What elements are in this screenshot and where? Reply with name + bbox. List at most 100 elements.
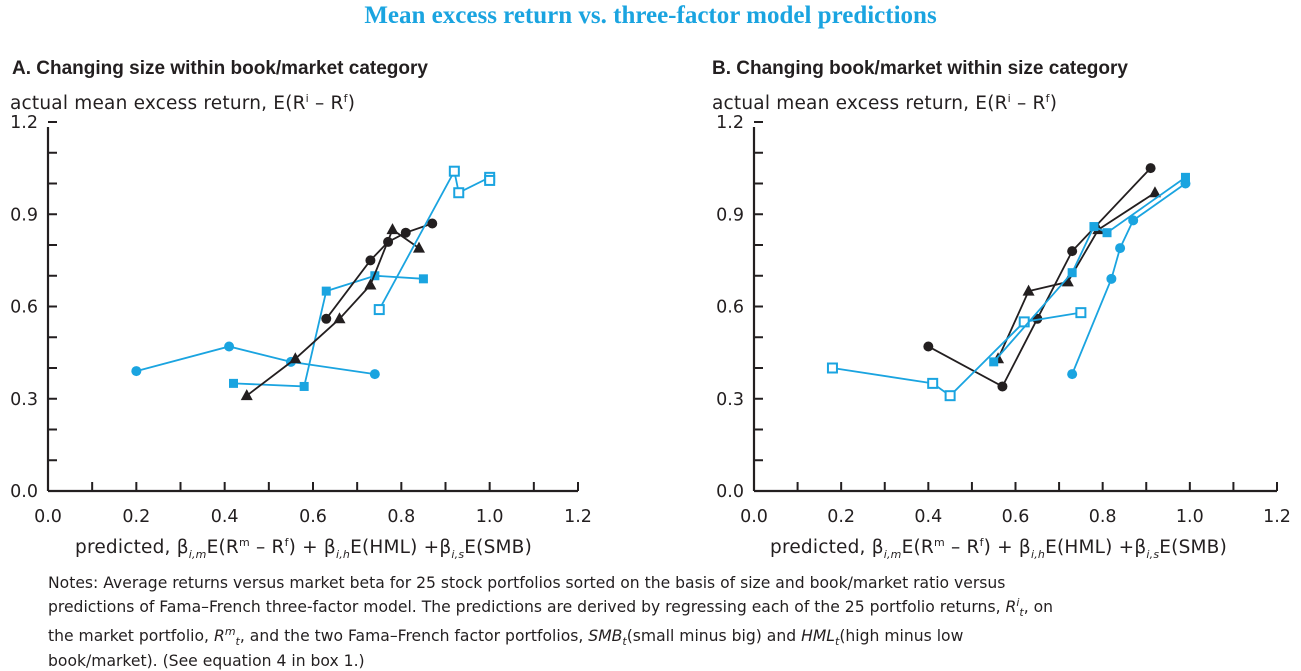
notes-r-i-sub: t (1019, 606, 1024, 620)
panel-a-y-tick-label: 1.2 (10, 113, 38, 133)
panel-a-series-2-point (229, 378, 238, 388)
x-label-p4: E(HML) +β (1045, 537, 1147, 559)
x-label-sub-im: i,m (188, 547, 207, 561)
x-label-p1: E(R (206, 537, 239, 559)
panel-a-x-tick-label: 0.2 (122, 507, 150, 527)
y-label-end: ) (347, 93, 356, 115)
notes-r-m-sup: m (224, 625, 236, 639)
panel-a-series-3-point (386, 223, 399, 235)
x-label-p2: – R (249, 537, 285, 559)
panel-b-series-2-point (1022, 284, 1035, 296)
panel-a-title: A. Changing size within book/market cate… (12, 58, 428, 79)
panel-b-series-4-point (1067, 268, 1077, 278)
panel-b-series-5-point (1115, 243, 1126, 254)
panel-a-series-5-line (378, 168, 491, 311)
panel-a-series-5-point (453, 187, 465, 199)
panel-a-series-5-point (373, 304, 385, 316)
panel-b-x-tick-label: 0.4 (914, 507, 942, 527)
panel-b-x-tick-label: 1.2 (1263, 507, 1291, 527)
notes-r-m-letter: R (213, 627, 225, 646)
panel-a-series-2-point (299, 381, 309, 391)
y-label-sup-i: i (1007, 92, 1011, 105)
panel-a-series-4-point (383, 236, 394, 247)
notes-hml-sub: t (834, 635, 840, 649)
panel-b-series-3-point (927, 377, 939, 389)
figure-title: Mean excess return vs. three-factor mode… (364, 2, 937, 29)
x-label-sup-f: f (979, 536, 984, 549)
notes-r-i-letter: R (1005, 598, 1017, 617)
x-label-sup-m: m (933, 536, 945, 549)
panel-b-series-1-line (927, 167, 1152, 388)
panel-b-series-5-line (1071, 182, 1186, 375)
panel-b-x-tick-label: 0.0 (740, 507, 768, 527)
panel-a-series-5-point (448, 165, 460, 177)
notes-text-2: , on the market portfolio, (48, 598, 1054, 646)
notes-smb-text: SMB (588, 627, 623, 646)
panel-b-series-5-point (1180, 178, 1191, 189)
y-label-end: ) (1049, 93, 1058, 115)
panel-a-series-2-point (418, 274, 428, 284)
panel-b-x-tick-label: 0.8 (1089, 507, 1117, 527)
panel-b-y-tick-label: 0.3 (716, 390, 744, 410)
panel-a-series-3-point (240, 389, 253, 401)
panel-a-y-axis-label: actual mean excess return, E(Ri – Rf) (10, 92, 355, 114)
y-label-sup-f: f (1045, 92, 1050, 105)
panel-a-x-tick-label: 0.4 (211, 507, 239, 527)
panel-b-series-5-point (1128, 215, 1139, 226)
panel-b-series-3-point (1018, 316, 1030, 328)
panel-a-series-1-point (369, 369, 380, 380)
x-label-sub-is: i,s (451, 547, 465, 561)
panel-b-series-4-point (1089, 222, 1099, 232)
x-label-sup-m: m (238, 536, 250, 549)
panel-b-x-tick-label: 0.2 (827, 507, 855, 527)
panel-a-y-tick-label: 0.0 (10, 482, 38, 502)
panel-a-x-tick-label: 1.0 (476, 507, 504, 527)
y-label-sup-i: i (305, 92, 309, 105)
panel-a-series-3-point (333, 312, 346, 324)
figure-notes: Notes: Average returns versus market bet… (48, 574, 1058, 671)
x-label-p3: ) + β (983, 537, 1031, 559)
y-label-text: actual mean excess return, E(R (712, 93, 1008, 115)
x-label-text: predicted, β (75, 537, 189, 559)
panel-b-series-1-point (923, 341, 934, 352)
panel-a-x-tick-label: 1.2 (564, 507, 592, 527)
panel-a-x-tick-label: 0.0 (34, 507, 62, 527)
panel-a-series-1-point (131, 366, 142, 377)
panel-b-series-3-point (826, 362, 838, 374)
x-label-text: predicted, β (770, 537, 884, 559)
panel-b-title: B. Changing book/market within size cate… (712, 58, 1128, 79)
notes-text-1: Notes: Average returns versus market bet… (48, 574, 1006, 617)
panel-b-series-4-point (989, 357, 999, 367)
panel-b-series-1-point (1145, 163, 1156, 174)
notes-r-m: Rmt (213, 625, 240, 648)
panel-a-series-4-point (365, 255, 376, 266)
panel-a-series-1-line (136, 345, 375, 376)
x-label-p3: ) + β (288, 537, 336, 559)
panel-b-series-3-point (1075, 307, 1087, 319)
panel-b-y-tick-label: 0.9 (716, 205, 744, 225)
panel-a-series-1-point (224, 341, 235, 352)
panel-a-x-tick-label: 0.8 (387, 507, 415, 527)
panel-a-series-3-point (413, 241, 425, 253)
x-label-p4: E(HML) +β (350, 537, 452, 559)
panel-b-y-tick-label: 0.0 (716, 482, 744, 502)
panel-a-series-3-point (289, 352, 302, 364)
x-label-sub-ih: i,h (1030, 547, 1046, 561)
panel-b-series-1-point (1067, 246, 1078, 257)
panel-a-series-2-point (321, 286, 331, 296)
panel-a-series-3-point (364, 278, 377, 290)
panel-b-series-5-point (1067, 369, 1078, 380)
panel-b-series-5-point (1106, 273, 1117, 284)
notes-smb-sub: t (622, 635, 627, 649)
x-label-sub-ih: i,h (335, 547, 351, 561)
panel-b-series-3-line (832, 311, 1082, 397)
panel-b-x-tick-label: 0.6 (1002, 507, 1030, 527)
panel-b-series-4-point (1102, 228, 1112, 238)
panel-a-series-4-point (427, 218, 438, 229)
notes-hml-text: HML (801, 627, 835, 646)
panel-b-series-1-point (997, 381, 1008, 392)
notes-r-i: Rit (1005, 596, 1024, 620)
panel-a-series-4-point (321, 313, 332, 324)
y-label-text: actual mean excess return, E(R (10, 93, 306, 115)
